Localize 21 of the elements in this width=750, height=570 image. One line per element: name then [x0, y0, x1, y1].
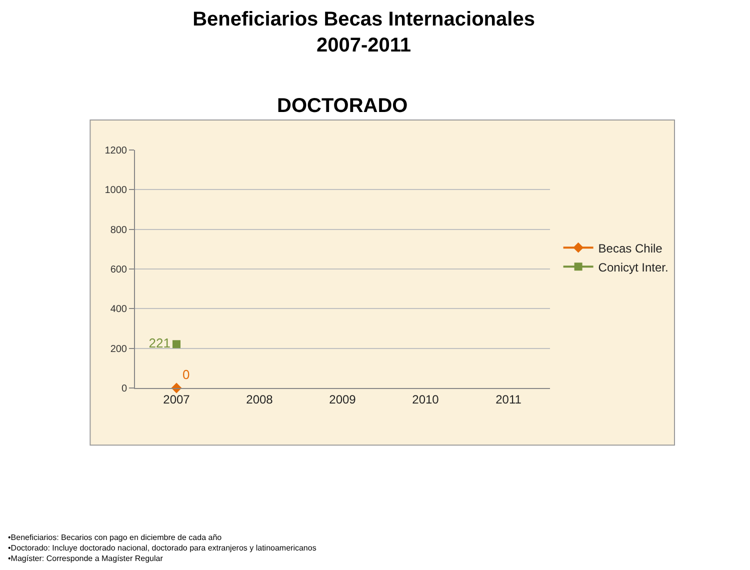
- data-label: 0: [182, 366, 190, 382]
- chart-title: Beneficiarios Becas Internacionales 2007-2011: [192, 8, 535, 57]
- y-tick-label: 1000: [104, 185, 128, 196]
- text: •Magíster: Corresponde a Magíster Regular: [8, 554, 164, 563]
- chart-subtitle: DOCTORADO: [277, 95, 408, 117]
- x-tick-label: 2011: [496, 392, 522, 406]
- text: •Doctorado: Incluye doctorado nacional, doctorado para extranjeros y latinoamericanos: [8, 543, 316, 552]
- y-tick-label: 400: [110, 304, 128, 316]
- y-tick-label: 200: [110, 344, 128, 355]
- y-tick-label: 0: [121, 384, 128, 394]
- x-tick-label: 2009: [329, 392, 356, 406]
- data-label: 221: [148, 335, 170, 350]
- x-tick-label: 2008: [246, 392, 274, 406]
- x-tick-label: 2007: [163, 392, 190, 406]
- y-tick-label: 1200: [104, 146, 128, 156]
- text: •Beneficiarios: Becarios con pago en diciembre de cada año: [8, 533, 222, 542]
- y-tick-label: 800: [110, 224, 128, 236]
- x-tick-label: 2010: [412, 392, 440, 406]
- legend-label: Conicyt Inter.: [598, 260, 668, 274]
- legend-label: Becas Chile: [598, 241, 663, 256]
- y-tick-label: 600: [110, 264, 128, 276]
